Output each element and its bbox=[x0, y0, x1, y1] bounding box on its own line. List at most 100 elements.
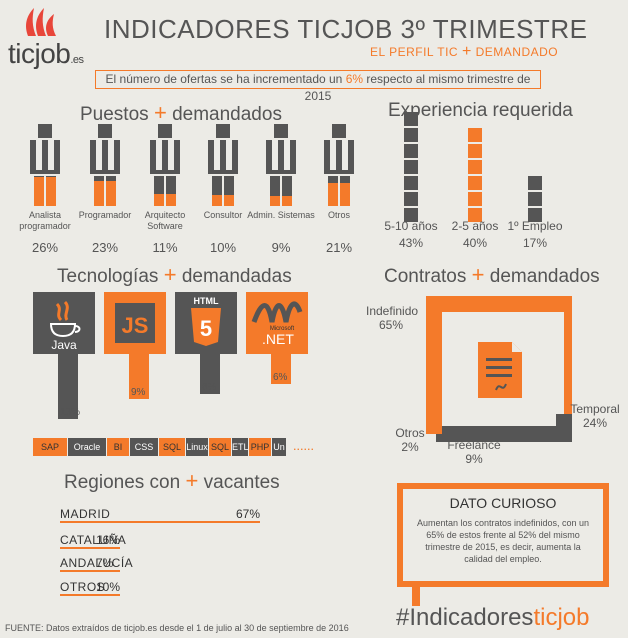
tech-bar bbox=[58, 354, 78, 419]
puesto-label: Analista programador bbox=[19, 210, 71, 231]
tech-pct: 6% bbox=[273, 372, 288, 383]
dato-curioso-box: DATO CURIOSO Aumentan los contratos inde… bbox=[397, 483, 609, 587]
person-legs bbox=[154, 176, 176, 206]
contratos-chart bbox=[426, 296, 572, 442]
person-arm-gap bbox=[342, 140, 348, 170]
dato-connector bbox=[412, 572, 420, 606]
tech-chip: Linux bbox=[186, 438, 208, 456]
person-legs bbox=[328, 176, 350, 206]
html5-shield-icon: HTML 5 bbox=[191, 296, 221, 346]
tech-chip: SQL bbox=[159, 438, 185, 456]
logo-flame-icon bbox=[26, 8, 56, 36]
offers-banner: El número de ofertas se ha incrementado … bbox=[95, 70, 541, 103]
contrato-indefinido-bar bbox=[426, 296, 572, 414]
puesto-pct: 26% bbox=[31, 240, 59, 255]
contrato-temporal-label: Temporal 24% bbox=[570, 402, 620, 430]
experiencia-label: 1º Empleo bbox=[507, 219, 563, 233]
person-head bbox=[38, 124, 52, 138]
person-legs bbox=[94, 176, 116, 206]
experiencia-pct: 17% bbox=[522, 236, 548, 250]
region-label: OTROS bbox=[60, 580, 106, 594]
experience-block bbox=[404, 176, 418, 190]
experience-block bbox=[468, 208, 482, 222]
person-arm-gap bbox=[214, 140, 220, 170]
person-arm-gap bbox=[168, 140, 174, 170]
experiencia-title: Experiencia requerida bbox=[388, 100, 573, 121]
dato-curioso-text: Aumentan los contratos indefinidos, con … bbox=[416, 518, 590, 564]
regiones-title: Regiones con + vacantes bbox=[64, 468, 280, 493]
puesto-label: Programador bbox=[78, 210, 132, 220]
experiencia-label: 5-10 años bbox=[384, 219, 438, 233]
experience-block bbox=[468, 160, 482, 174]
java-cup-icon: Java bbox=[49, 300, 81, 352]
page-subtitle: EL PERFIL TIC + DEMANDADO bbox=[370, 43, 559, 60]
contrato-temporal-bar bbox=[466, 414, 572, 442]
person-arm-gap bbox=[96, 140, 102, 170]
region-pct: 10% bbox=[96, 580, 121, 594]
dato-curioso-title: DATO CURIOSO bbox=[449, 495, 557, 511]
region-bar bbox=[60, 521, 260, 523]
experience-block bbox=[404, 144, 418, 158]
person-arm-gap bbox=[272, 140, 278, 170]
person-legs bbox=[270, 176, 292, 206]
svg-text:5: 5 bbox=[200, 316, 212, 341]
region-bar bbox=[60, 570, 120, 572]
region-bar bbox=[60, 547, 120, 549]
person-torso bbox=[208, 140, 238, 174]
region-pct: 67% bbox=[236, 507, 261, 521]
region-label: MADRID bbox=[60, 507, 111, 521]
puesto-pct: 23% bbox=[91, 240, 119, 255]
person-torso bbox=[324, 140, 354, 174]
person-leg-gap bbox=[338, 176, 340, 206]
java-logo: Java bbox=[33, 292, 95, 354]
person-torso bbox=[90, 140, 120, 174]
person-arm-gap bbox=[156, 140, 162, 170]
puesto-label: Consultor bbox=[203, 210, 243, 220]
experiencia-pct: 43% bbox=[398, 236, 424, 250]
person-torso bbox=[266, 140, 296, 174]
contratos-title: Contratos + demandados bbox=[384, 262, 600, 287]
person-arm-gap bbox=[48, 140, 54, 170]
hashtag: #Indicadoresticjob bbox=[396, 604, 590, 631]
puesto-pct: 9% bbox=[271, 240, 291, 255]
js-logo: JS bbox=[104, 292, 166, 354]
tecnologias-title: Tecnologías + demandadas bbox=[57, 262, 292, 287]
experience-block bbox=[468, 128, 482, 142]
puesto-label: Arquitecto Software bbox=[144, 210, 186, 231]
tech-chip: CSS bbox=[130, 438, 158, 456]
person-leg-gap bbox=[104, 176, 106, 206]
experience-block bbox=[468, 176, 482, 190]
js-icon: JS bbox=[115, 303, 155, 343]
contract-document-icon bbox=[478, 342, 522, 398]
source-footer: FUENTE: Datos extraídos de ticjob.es des… bbox=[5, 623, 349, 633]
tech-bar bbox=[200, 354, 220, 394]
person-legs bbox=[34, 176, 56, 206]
tech-bar bbox=[271, 354, 291, 384]
page-title: INDICADORES TICJOB 3º TRIMESTRE bbox=[104, 14, 588, 44]
region-label: ANDALUCÍA bbox=[60, 556, 134, 570]
experiencia-pct: 40% bbox=[462, 236, 488, 250]
person-head bbox=[274, 124, 288, 138]
person-leg-gap bbox=[222, 176, 224, 206]
tech-chip: Oracle bbox=[68, 438, 106, 456]
region-pct: 16% bbox=[96, 533, 121, 547]
experience-block bbox=[404, 160, 418, 174]
svg-text:HTML: HTML bbox=[194, 296, 219, 306]
person-arm-gap bbox=[108, 140, 114, 170]
experience-block bbox=[528, 176, 542, 190]
person-icon bbox=[150, 124, 180, 206]
puesto-pct: 11% bbox=[152, 240, 178, 255]
experience-block bbox=[404, 192, 418, 206]
person-icon bbox=[266, 124, 296, 206]
person-legs bbox=[212, 176, 234, 206]
person-leg-gap bbox=[44, 176, 46, 206]
person-torso bbox=[150, 140, 180, 174]
tech-chip: SAP bbox=[33, 438, 67, 456]
experience-block bbox=[528, 208, 542, 222]
person-icon bbox=[208, 124, 238, 206]
puesto-pct: 21% bbox=[325, 240, 353, 255]
puesto-label: Otros bbox=[327, 210, 350, 220]
person-icon bbox=[30, 124, 60, 206]
contrato-otros-label: Otros 2% bbox=[395, 426, 425, 454]
region-pct: 7% bbox=[96, 556, 114, 570]
